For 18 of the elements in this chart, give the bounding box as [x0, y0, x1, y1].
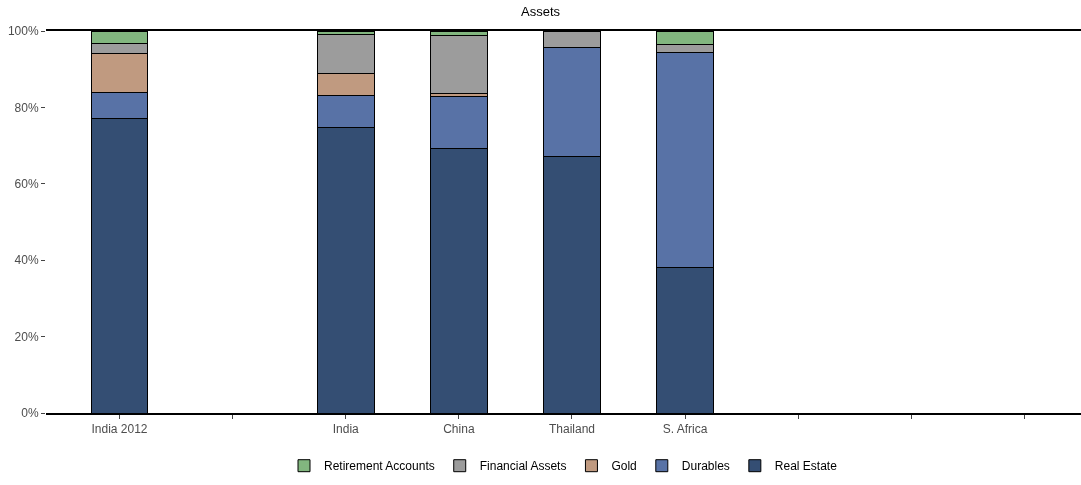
chart-title: Assets — [520, 4, 561, 20]
legend-label: Financial Assets — [479, 459, 567, 474]
x-tick-label: Thailand — [548, 422, 595, 437]
legend-label: Retirement Accounts — [324, 459, 435, 474]
y-tick-label: 20% — [14, 329, 39, 344]
y-tick-label: 40% — [14, 253, 39, 268]
x-tick-label: China — [443, 422, 475, 437]
bar — [430, 35, 488, 94]
y-tick-label: 80% — [14, 100, 39, 115]
y-tick-label: 0% — [21, 406, 39, 421]
x-tick-label: India 2012 — [91, 422, 148, 437]
y-tick-label: 100% — [7, 24, 39, 39]
y-tick-label: 60% — [14, 177, 39, 191]
legend-label: Gold — [611, 459, 637, 474]
legend-label: Real Estate — [774, 459, 838, 474]
legend-label: Durables — [681, 459, 730, 474]
x-tick-label: S. Africa — [662, 422, 708, 437]
x-tick-label: India — [332, 422, 360, 437]
